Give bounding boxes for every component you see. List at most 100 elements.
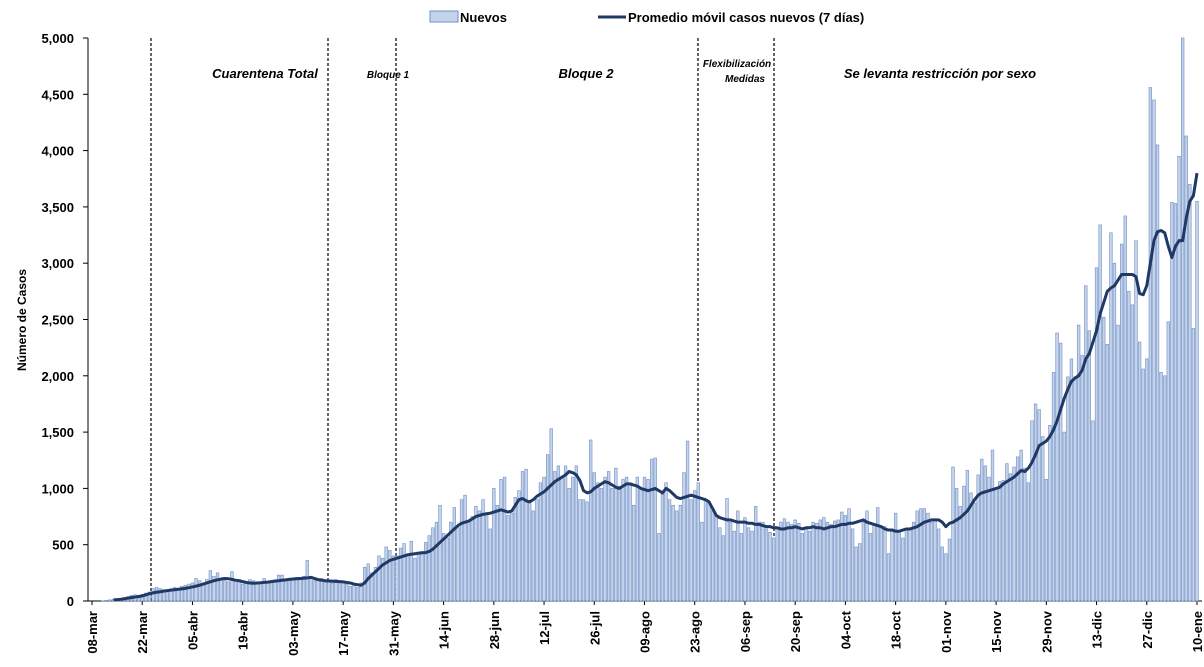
bar [467, 521, 471, 602]
bar [1044, 479, 1048, 602]
bar [614, 467, 618, 602]
bar [359, 582, 363, 602]
bar [528, 501, 532, 602]
bar [305, 560, 309, 602]
bar [144, 592, 148, 602]
bar [915, 510, 919, 602]
bar [983, 465, 987, 602]
bar [872, 524, 876, 602]
bar [804, 528, 808, 602]
bar [815, 523, 819, 602]
bar [675, 510, 679, 602]
bar [391, 555, 396, 602]
bar [560, 476, 564, 602]
bar [965, 470, 970, 602]
bar [147, 591, 152, 602]
bar [1181, 37, 1185, 602]
bar [775, 527, 779, 602]
bar [545, 454, 550, 602]
bar [919, 508, 923, 602]
bar [406, 553, 410, 602]
annotation: Flexibilización [703, 59, 771, 70]
bar [1094, 267, 1099, 602]
bar [972, 502, 977, 602]
x-tick-label: 12-jul [537, 611, 552, 645]
bar [818, 519, 822, 602]
bar [1116, 324, 1120, 602]
bar [337, 581, 342, 602]
bar [782, 518, 787, 602]
bar [1062, 431, 1066, 602]
bar [847, 508, 851, 602]
bar [1033, 403, 1038, 602]
bar [621, 479, 625, 602]
annotation: Se levanta restricción por sexo [844, 66, 1036, 81]
bar [158, 588, 162, 602]
bar [574, 465, 578, 602]
bar [746, 527, 751, 602]
bar [1037, 409, 1041, 602]
bar [1141, 368, 1145, 602]
bar [678, 504, 683, 602]
x-tick-label: 17-may [336, 610, 351, 656]
bar [761, 521, 765, 602]
bar [441, 533, 446, 602]
bar [657, 533, 661, 602]
bar [980, 458, 984, 602]
bar [606, 471, 611, 602]
x-tick-label: 03-may [286, 610, 301, 656]
bar [976, 474, 980, 602]
bar [940, 546, 944, 602]
y-tick-label: 1,500 [41, 425, 74, 440]
bar [567, 488, 571, 602]
bar [201, 583, 205, 602]
bar [901, 537, 905, 602]
bar [294, 577, 299, 602]
bar [1069, 358, 1074, 602]
bar [1087, 330, 1092, 602]
bar [998, 481, 1002, 602]
annotation: Bloque 2 [559, 66, 615, 81]
bar [624, 476, 629, 602]
bar [330, 582, 335, 602]
x-tick-label: 18-oct [889, 610, 904, 649]
bar [1148, 87, 1153, 602]
bar [854, 546, 858, 602]
bar [402, 543, 406, 602]
bar [660, 493, 665, 602]
bar [743, 517, 747, 602]
bar [531, 510, 535, 602]
bar [1137, 341, 1142, 602]
bar [377, 555, 381, 602]
y-axis-title: Número de Casos [15, 269, 29, 371]
bar [276, 574, 281, 602]
bar [1048, 425, 1052, 602]
bar [718, 527, 722, 602]
y-tick-label: 4,000 [41, 144, 74, 159]
phase-dividers [150, 38, 775, 601]
x-tick-label: 31-may [386, 610, 401, 656]
bar [904, 528, 909, 602]
bar [463, 494, 467, 602]
bar [241, 583, 245, 602]
bar [219, 578, 223, 602]
bar [352, 584, 356, 602]
bar [789, 524, 794, 602]
bar [492, 488, 496, 602]
bar [703, 499, 708, 602]
bar [840, 511, 844, 602]
bar [388, 550, 392, 602]
bar [395, 555, 399, 602]
bar [510, 512, 514, 602]
bar [1191, 328, 1196, 602]
bar [954, 488, 959, 602]
bar [929, 521, 934, 602]
bar [779, 521, 783, 602]
bar [1026, 482, 1031, 602]
bar [424, 542, 428, 602]
bar [413, 557, 417, 602]
bar [642, 476, 647, 602]
bar [772, 537, 776, 602]
bar [1076, 324, 1081, 602]
bar [230, 571, 234, 602]
